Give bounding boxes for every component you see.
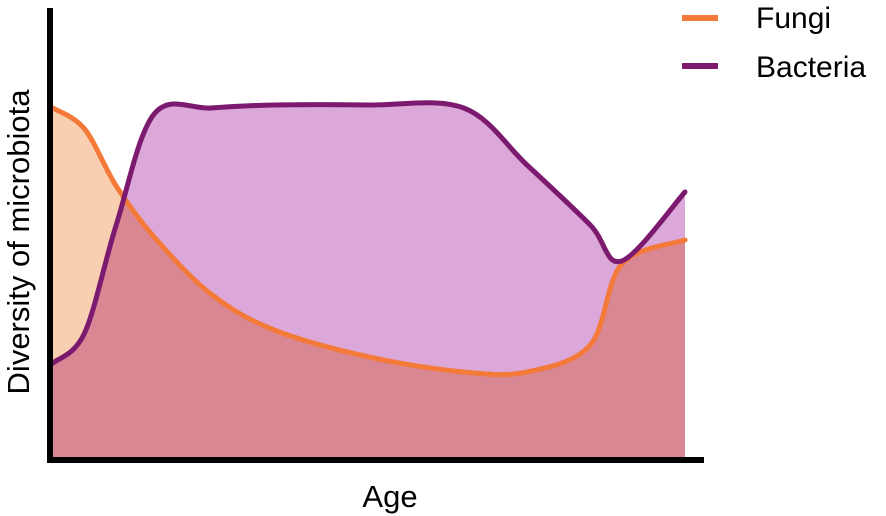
legend-label-fungi: Fungi: [756, 2, 831, 35]
legend-label-bacteria: Bacteria: [756, 51, 866, 84]
y-axis-title: Diversity of microbiota: [1, 89, 36, 395]
axes: [47, 8, 704, 463]
series-lines: [50, 100, 688, 378]
x-axis-title: Age: [362, 479, 417, 514]
legend: Fungi Bacteria: [682, 2, 866, 84]
legend-item-bacteria: Bacteria: [682, 51, 866, 84]
series-areas: [53, 102, 685, 458]
line-fungi: [50, 105, 688, 378]
line-bacteria: [50, 100, 688, 366]
legend-item-fungi: Fungi: [682, 2, 831, 35]
